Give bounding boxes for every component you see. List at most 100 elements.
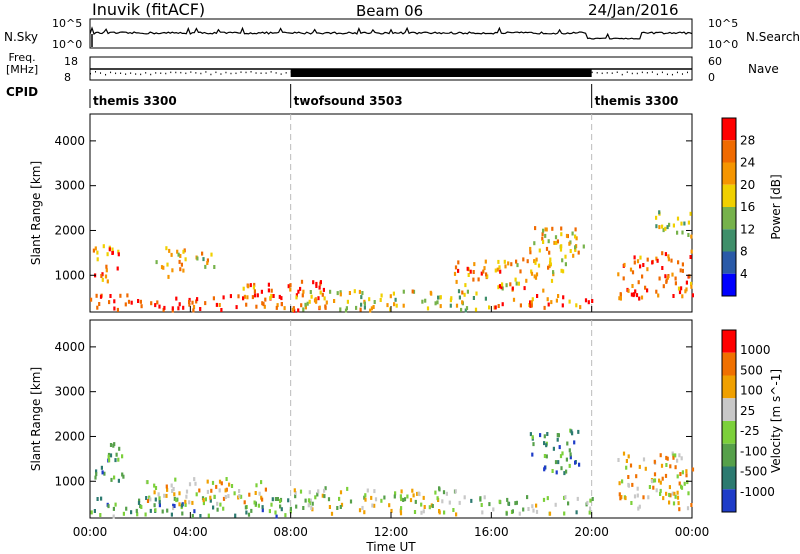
data-cell bbox=[552, 446, 555, 451]
nave-dense-block bbox=[290, 69, 592, 77]
data-cell bbox=[639, 255, 642, 260]
data-cell bbox=[488, 305, 491, 310]
data-cell bbox=[178, 491, 181, 496]
data-cell bbox=[314, 297, 317, 302]
data-cell bbox=[130, 300, 133, 305]
nave-point bbox=[220, 73, 222, 75]
data-cell bbox=[309, 498, 312, 503]
data-cell bbox=[366, 488, 369, 493]
data-cell bbox=[165, 493, 168, 498]
data-cell bbox=[110, 477, 113, 482]
data-cell bbox=[648, 485, 651, 489]
data-cell bbox=[399, 508, 402, 513]
power-ytick-label: 4000 bbox=[54, 134, 85, 148]
data-cell bbox=[510, 262, 513, 267]
data-cell bbox=[167, 274, 170, 279]
data-cell bbox=[676, 490, 679, 495]
data-cell bbox=[644, 285, 647, 290]
data-cell bbox=[457, 260, 460, 265]
data-cell bbox=[557, 460, 560, 465]
data-cell bbox=[656, 258, 659, 263]
data-cell bbox=[346, 486, 349, 491]
data-cell bbox=[314, 495, 317, 500]
data-cell bbox=[173, 496, 176, 501]
velocity-colorbar-swatch bbox=[722, 466, 736, 490]
data-cell bbox=[339, 290, 342, 295]
data-cell bbox=[153, 483, 156, 488]
data-cell bbox=[210, 252, 213, 257]
data-cell bbox=[308, 299, 311, 304]
data-cell bbox=[312, 280, 315, 285]
nave-point bbox=[265, 72, 267, 74]
data-cell bbox=[117, 249, 120, 254]
data-cell bbox=[402, 498, 405, 502]
data-cell bbox=[457, 289, 461, 294]
data-cell bbox=[237, 495, 240, 500]
data-cell bbox=[188, 300, 191, 304]
data-cell bbox=[225, 477, 228, 481]
data-cell bbox=[638, 504, 641, 509]
data-cell bbox=[685, 469, 688, 474]
nave-point bbox=[636, 72, 638, 75]
data-cell bbox=[363, 495, 366, 500]
data-cell bbox=[479, 497, 482, 502]
data-cell bbox=[439, 295, 442, 300]
data-cell bbox=[574, 234, 577, 239]
data-cell bbox=[452, 508, 455, 512]
data-cell bbox=[275, 514, 278, 519]
velocity-panel-frame bbox=[89, 319, 693, 519]
velocity-colorbar-tick: -25 bbox=[740, 424, 760, 438]
data-cell bbox=[617, 272, 620, 277]
data-cell bbox=[202, 498, 205, 502]
data-cell bbox=[165, 246, 168, 251]
data-cell bbox=[323, 296, 326, 301]
data-cell bbox=[253, 282, 256, 287]
data-cell bbox=[569, 249, 572, 253]
data-cell bbox=[505, 283, 508, 288]
data-cell bbox=[304, 498, 307, 503]
data-cell bbox=[674, 453, 677, 458]
data-cell bbox=[213, 265, 216, 269]
data-cell bbox=[146, 499, 150, 503]
data-cell bbox=[668, 500, 671, 505]
data-cell bbox=[538, 248, 541, 253]
data-cell bbox=[636, 259, 640, 264]
data-cell bbox=[575, 303, 578, 308]
data-cell bbox=[689, 211, 692, 216]
data-cell bbox=[317, 489, 320, 494]
data-cell bbox=[641, 274, 644, 279]
data-cell bbox=[515, 281, 518, 286]
data-cell bbox=[667, 254, 670, 259]
data-cell bbox=[679, 268, 682, 273]
data-cell bbox=[204, 264, 207, 269]
data-cell bbox=[454, 265, 458, 270]
data-cell bbox=[678, 507, 681, 512]
velocity-colorbar-tick: 1000 bbox=[740, 343, 771, 357]
velocity-colorbar-swatch bbox=[722, 352, 736, 376]
data-cell bbox=[323, 494, 326, 499]
nave-point bbox=[270, 71, 272, 73]
nave-point bbox=[611, 72, 613, 74]
data-cell bbox=[539, 433, 542, 438]
nave-point bbox=[275, 72, 277, 74]
velocity-colorbar-frame bbox=[721, 329, 737, 513]
data-cell bbox=[361, 291, 364, 295]
nave-point bbox=[190, 71, 192, 73]
data-cell bbox=[661, 251, 664, 256]
data-cell bbox=[138, 498, 141, 503]
data-cell bbox=[621, 479, 624, 484]
data-cell bbox=[242, 286, 245, 291]
power-colorbar-tick: 8 bbox=[740, 245, 748, 259]
data-cell bbox=[501, 286, 504, 291]
data-cell bbox=[677, 260, 680, 265]
data-cell bbox=[492, 507, 495, 512]
power-ytick-label: 1000 bbox=[54, 268, 85, 282]
data-cell bbox=[95, 472, 98, 477]
data-cell bbox=[358, 508, 362, 513]
data-cell bbox=[196, 256, 199, 261]
data-cell bbox=[198, 488, 201, 493]
data-cell bbox=[642, 263, 645, 267]
data-cell bbox=[360, 295, 363, 300]
data-cell bbox=[255, 483, 258, 488]
data-cell bbox=[658, 225, 661, 230]
